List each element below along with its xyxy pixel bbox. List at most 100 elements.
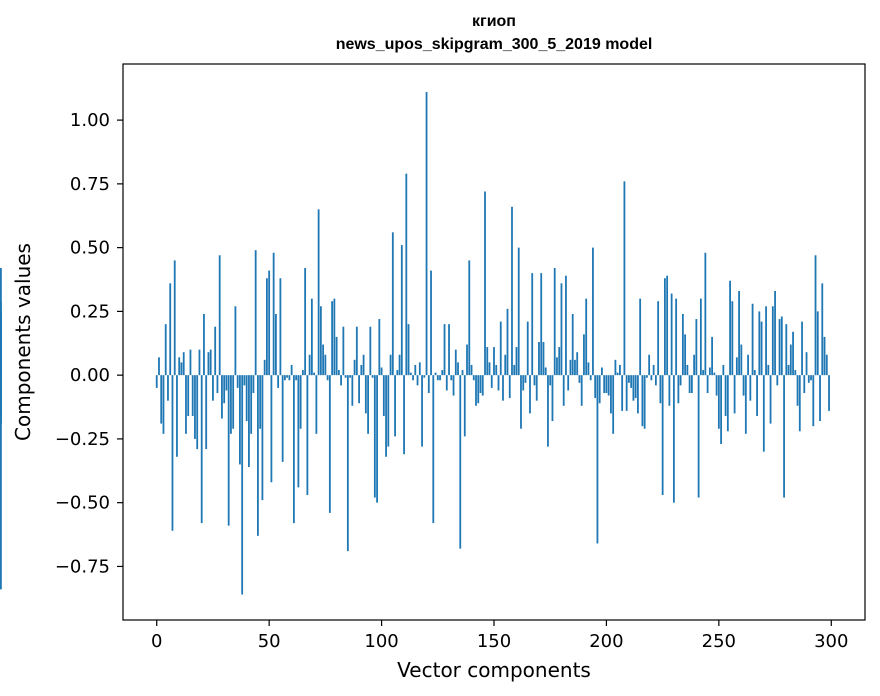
bar: [434, 372, 437, 376]
bar: [506, 308, 509, 376]
bar: [792, 331, 794, 376]
bar: [578, 375, 581, 383]
bar: [652, 364, 655, 376]
bar: [243, 375, 246, 386]
bar: [810, 375, 812, 381]
bar: [394, 375, 396, 437]
bar: [724, 375, 727, 416]
bar: [803, 375, 806, 394]
bar: [798, 375, 801, 432]
bar: [218, 255, 221, 376]
bar: [216, 375, 219, 394]
x-axis: 0 50 100 150 200 250 300: [151, 620, 848, 652]
bar: [654, 375, 657, 386]
bar: [511, 206, 513, 376]
bar: [493, 347, 495, 376]
bar: [463, 375, 466, 437]
bar: [639, 298, 642, 376]
bar: [729, 280, 731, 376]
bar: [371, 375, 374, 378]
bar: [448, 324, 450, 376]
bar: [391, 232, 394, 376]
bar: [432, 375, 435, 524]
bar: [695, 319, 698, 376]
bar: [317, 209, 320, 376]
bar: [828, 375, 830, 411]
bar: [225, 375, 228, 391]
bar: [445, 375, 448, 391]
bar: [679, 375, 682, 386]
bar: [659, 375, 662, 404]
bar: [816, 311, 819, 376]
bar: [380, 367, 383, 376]
y-tick-label: 0.00: [70, 365, 110, 386]
bar: [412, 375, 414, 381]
bar: [452, 375, 455, 396]
bar: [574, 359, 576, 376]
bar: [241, 375, 244, 595]
bar: [266, 278, 268, 376]
bar: [749, 375, 752, 401]
bar: [821, 283, 824, 376]
bar: [751, 303, 754, 376]
bar: [661, 375, 664, 496]
bar: [299, 375, 302, 429]
bar: [819, 375, 821, 422]
bar: [248, 375, 250, 467]
bar: [335, 336, 338, 376]
bar: [369, 326, 372, 376]
bar: [603, 375, 606, 394]
bar: [443, 324, 446, 376]
bar: [706, 375, 709, 394]
bar: [212, 375, 214, 401]
bar: [461, 370, 464, 376]
bar: [558, 347, 561, 376]
bar: [560, 283, 563, 376]
bar: [614, 359, 617, 376]
bar: [787, 364, 790, 376]
bar: [801, 321, 803, 376]
bar: [605, 375, 608, 394]
bar: [270, 375, 273, 483]
x-tick-label: 200: [589, 631, 623, 652]
bar: [681, 313, 684, 376]
bar: [475, 375, 477, 406]
bar: [0, 321, 2, 376]
bar: [670, 293, 673, 376]
bar: [376, 375, 378, 503]
bar: [585, 298, 588, 376]
bar: [313, 372, 316, 376]
bar: [315, 375, 318, 434]
bar: [261, 375, 264, 501]
bar: [684, 334, 687, 376]
bar: [717, 375, 720, 429]
bar: [466, 344, 468, 376]
bar: [794, 370, 797, 376]
bar: [310, 298, 313, 376]
bar: [441, 370, 444, 376]
bar: [549, 375, 552, 386]
bar: [250, 375, 253, 434]
bar: [747, 354, 749, 376]
bar: [486, 347, 489, 376]
bar: [275, 313, 277, 376]
bar: [760, 321, 763, 376]
bar: [630, 375, 633, 388]
bar: [337, 370, 340, 376]
bar: [232, 375, 235, 429]
bar: [776, 375, 779, 386]
bar: [378, 319, 381, 376]
y-axis: −0.75 −0.50 −0.25 0.00 0.25 0.50 0.75 1.00: [55, 110, 123, 577]
bar: [767, 364, 770, 376]
bar: [556, 357, 558, 376]
bar: [286, 375, 289, 378]
bar: [735, 357, 738, 376]
bar: [589, 375, 592, 381]
bar: [789, 344, 792, 376]
bar: [778, 319, 781, 376]
bar: [355, 326, 358, 376]
bar: [236, 375, 239, 388]
bar: [594, 375, 597, 399]
bar: [807, 375, 810, 383]
bar: [596, 375, 599, 544]
